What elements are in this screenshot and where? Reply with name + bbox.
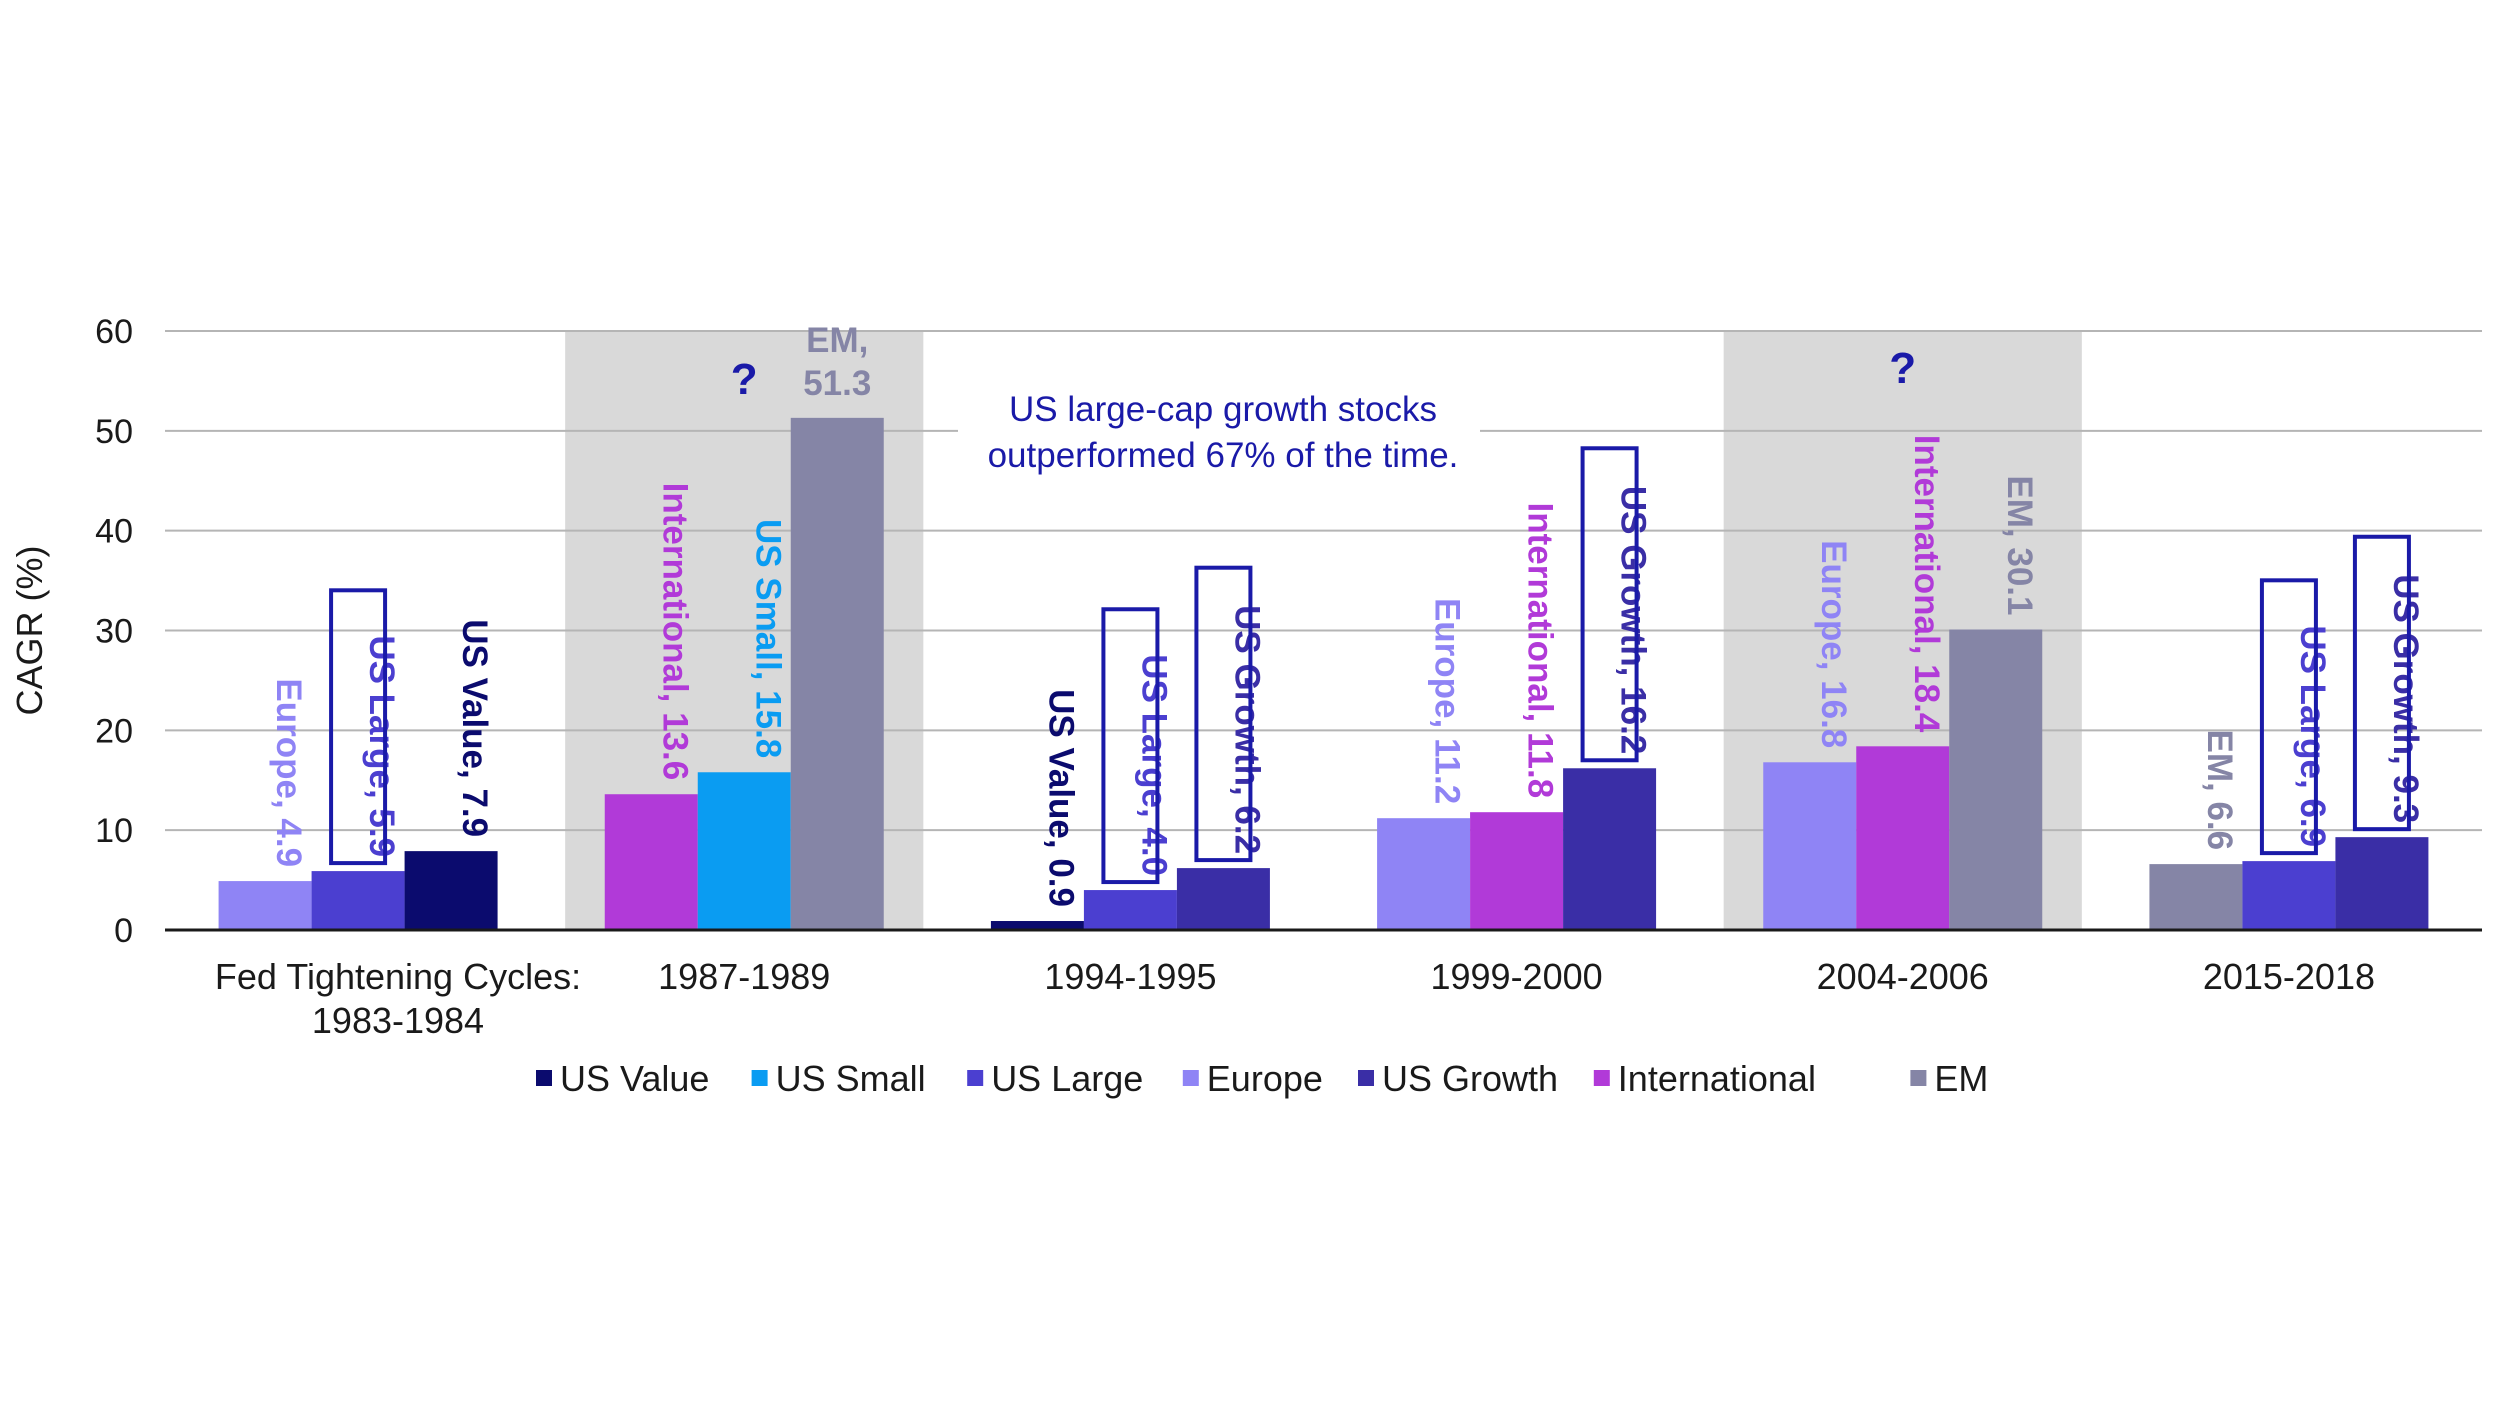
legend-item-us-small: US Small	[751, 1058, 926, 1099]
legend-swatch	[1182, 1070, 1199, 1086]
legend-label: US Value	[560, 1058, 709, 1099]
bar-us-growth	[2335, 837, 2429, 930]
data-label: US Growth, 6.2	[1227, 605, 1266, 854]
legend: US Value US Small US Large Europe US Growth I…	[536, 1058, 1988, 1099]
y-tick-label: 30	[95, 613, 133, 651]
label-highlight-box	[1580, 446, 1639, 763]
bar-us-large	[2242, 861, 2336, 930]
annotation: US large-cap growth stocks outperformed 6…	[731, 344, 1916, 484]
bar-us-value	[990, 921, 1084, 930]
bar-europe	[218, 881, 312, 930]
y-axis-ticks: 0 10 20 30 40 50 60	[95, 313, 133, 950]
legend-label: US Growth	[1382, 1058, 1558, 1099]
question-mark: ?	[1889, 344, 1916, 393]
y-tick-label: 50	[95, 413, 133, 451]
gridlines	[165, 330, 2482, 832]
data-label: EM, 6.6	[2200, 730, 2239, 851]
x-category-label: 1999-2000	[1430, 956, 1602, 997]
bar-us-value	[404, 851, 498, 930]
label-highlight-box	[2259, 578, 2318, 856]
bar-international	[604, 794, 698, 930]
bar-europe	[1763, 762, 1857, 930]
data-labels: Europe, 4.9 US Large, 5.9 US Value, 7.9 Int…	[269, 321, 2425, 907]
data-label: US Growth, 16.2	[1614, 486, 1653, 754]
x-category-label: 2004-2006	[1817, 956, 1989, 997]
legend-item-international: International	[1593, 1058, 1816, 1099]
data-label: Europe, 16.8	[1814, 540, 1853, 748]
bars	[218, 417, 2429, 931]
data-label: International, 11.8	[1521, 503, 1560, 799]
bar-us-small	[697, 772, 791, 930]
question-mark: ?	[731, 355, 758, 404]
legend-label: US Large	[991, 1058, 1143, 1099]
data-label: EM,	[806, 321, 868, 360]
legend-swatch	[536, 1070, 552, 1086]
data-label: International, 13.6	[655, 483, 694, 781]
label-highlight-box	[1101, 607, 1160, 885]
legend-swatch	[967, 1070, 984, 1086]
legend-item-us-growth: US Growth	[1358, 1058, 1558, 1099]
y-tick-label: 60	[95, 313, 133, 351]
x-category-label: Fed Tightening Cycles:	[215, 956, 581, 997]
x-category-label: 1983-1984	[312, 1000, 484, 1041]
bar-international	[1470, 812, 1564, 930]
legend-label: EM	[1934, 1058, 1988, 1099]
legend-item-em: EM	[1910, 1058, 1988, 1099]
label-highlight-box	[2352, 534, 2411, 832]
legend-swatch	[1593, 1070, 1610, 1086]
data-label: US Large, 5.9	[362, 635, 401, 857]
annotation-text: US large-cap growth stocks	[1009, 390, 1437, 429]
legend-swatch	[751, 1070, 768, 1086]
bar-us-growth	[1563, 768, 1657, 930]
data-label: Europe, 11.2	[1428, 598, 1467, 804]
label-highlight-box	[329, 588, 388, 866]
data-label: US Value, 0.9	[1041, 689, 1080, 907]
annotation-background	[958, 378, 1480, 484]
annotation-text: outperformed 67% of the time.	[988, 436, 1459, 475]
data-label: US Large, 6.9	[2293, 625, 2332, 847]
x-axis-categories: Fed Tightening Cycles:1983-1984 1987-1989…	[215, 956, 2375, 1041]
y-tick-label: 10	[95, 812, 133, 850]
bar-international	[1856, 746, 1950, 930]
data-label: International, 18.4	[1907, 435, 1946, 733]
legend-item-us-large: US Large	[967, 1058, 1143, 1099]
legend-label: Europe	[1207, 1058, 1323, 1099]
y-tick-label: 20	[95, 712, 133, 750]
bar-em	[790, 417, 884, 931]
legend-label: International	[1618, 1058, 1816, 1099]
data-label: US Value, 7.9	[455, 619, 494, 837]
legend-swatch	[1910, 1070, 1927, 1086]
data-label: US Small, 15.8	[748, 519, 787, 758]
legend-item-us-value: US Value	[536, 1058, 709, 1099]
legend-item-europe: Europe	[1182, 1058, 1323, 1099]
x-category-label: 1987-1989	[658, 956, 830, 997]
data-label: Europe, 4.9	[269, 678, 308, 867]
x-category-label: 2015-2018	[2203, 956, 2375, 997]
x-category-label: 1994-1995	[1044, 956, 1216, 997]
bar-europe	[1377, 818, 1471, 930]
bar-us-large	[311, 871, 405, 930]
bar-us-growth	[1176, 868, 1270, 930]
legend-label: US Small	[776, 1058, 926, 1099]
y-tick-label: 40	[95, 513, 133, 551]
legend-swatch	[1358, 1070, 1374, 1086]
data-label: EM, 30.1	[2000, 475, 2039, 615]
bar-em	[2149, 864, 2243, 930]
bar-em	[1949, 629, 2043, 930]
data-label: US Growth, 9.3	[2386, 574, 2425, 823]
bar-us-large	[1083, 890, 1177, 930]
y-axis-title: CAGR (%)	[9, 546, 50, 716]
y-tick-label: 0	[114, 912, 133, 950]
data-label: US Large, 4.0	[1134, 654, 1173, 876]
label-highlight-box	[1194, 565, 1253, 863]
data-label: 51.3	[803, 364, 871, 403]
